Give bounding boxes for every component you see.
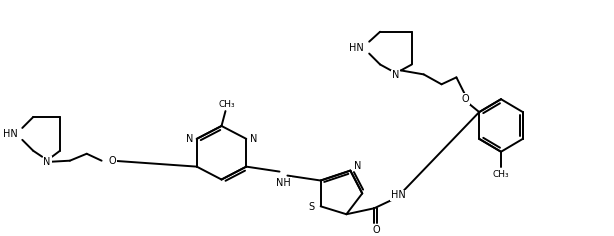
Text: S: S — [309, 202, 315, 212]
Text: O: O — [462, 94, 469, 104]
Text: HN: HN — [2, 129, 17, 139]
Text: N: N — [186, 134, 193, 144]
Text: N: N — [44, 157, 51, 167]
Text: NH: NH — [276, 177, 291, 188]
Text: HN: HN — [391, 190, 405, 200]
Text: O: O — [372, 225, 380, 235]
Text: N: N — [249, 134, 257, 144]
Text: O: O — [109, 156, 116, 166]
Text: N: N — [392, 70, 400, 80]
Text: CH₃: CH₃ — [492, 170, 510, 179]
Text: CH₃: CH₃ — [218, 100, 235, 109]
Text: N: N — [354, 161, 362, 171]
Text: HN: HN — [349, 43, 364, 53]
